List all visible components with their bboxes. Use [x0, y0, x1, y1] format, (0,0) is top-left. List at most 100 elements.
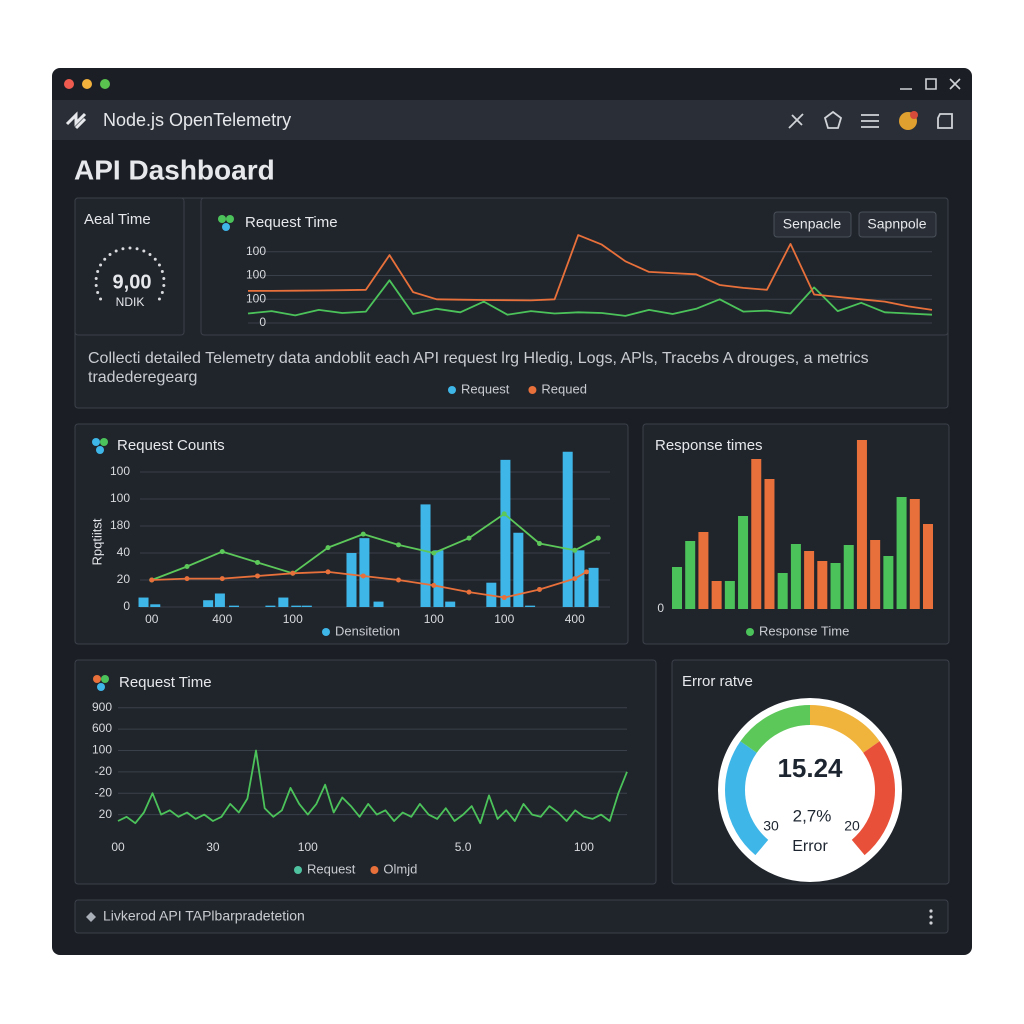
point [360, 573, 366, 579]
point [501, 511, 507, 517]
legend-dot [370, 866, 379, 874]
zoom-dot[interactable] [100, 79, 110, 89]
request-time-panel [200, 197, 949, 336]
x-tick-label: 100 [494, 612, 514, 626]
dial-dot [121, 247, 125, 251]
bar [359, 538, 370, 607]
bar [138, 597, 149, 607]
panel-title: Request Counts [117, 437, 225, 454]
bar [870, 540, 881, 609]
dial-dot [94, 284, 98, 288]
point [219, 576, 225, 582]
toolbar-icons[interactable] [788, 110, 953, 129]
dial-dot [135, 247, 139, 251]
bar [420, 504, 431, 607]
page-title: API Dashboard [74, 154, 275, 185]
point [184, 564, 190, 569]
point [572, 576, 578, 582]
bar [203, 600, 214, 607]
bar [562, 451, 573, 607]
point [396, 542, 401, 548]
dial-dot [108, 252, 112, 256]
bar [790, 544, 801, 609]
point [290, 570, 296, 576]
bar [574, 550, 585, 607]
bar [500, 459, 511, 607]
line [151, 513, 599, 581]
bar [883, 556, 894, 609]
bar [698, 532, 709, 609]
y-tick-label: -20 [95, 764, 113, 778]
y-tick-label: 0 [657, 601, 664, 615]
real-time-title: Aeal Time [84, 211, 151, 228]
dial-dot [157, 263, 161, 267]
dial-dot [128, 246, 132, 250]
panel-icon [93, 675, 109, 691]
line [248, 234, 933, 311]
line [247, 279, 933, 317]
minimize-dot[interactable] [82, 79, 92, 89]
bar [445, 601, 456, 607]
menu-button[interactable] [929, 909, 933, 925]
bar [843, 545, 854, 609]
close-dot[interactable] [64, 79, 74, 89]
x-tick-label: 400 [212, 612, 232, 626]
point [501, 595, 507, 601]
bar [777, 573, 788, 609]
logo [65, 111, 87, 130]
bar [588, 567, 599, 607]
button[interactable] [858, 211, 937, 238]
panel-title: Response times [655, 437, 763, 454]
bar [685, 541, 696, 609]
bar [804, 551, 815, 609]
point [255, 573, 260, 579]
bar [433, 550, 444, 607]
point [431, 550, 437, 556]
x-tick-label: 00 [111, 840, 125, 854]
point [360, 531, 366, 537]
point [595, 535, 601, 541]
point [325, 545, 331, 551]
legend-dot [294, 866, 302, 874]
dial-dot [160, 269, 164, 273]
window-controls[interactable] [900, 78, 961, 90]
bar [896, 497, 907, 609]
gauge-percent: 2,7% [793, 806, 832, 825]
legend-label: Requed [541, 381, 587, 396]
panel-title: Request Time [245, 214, 338, 231]
bar [291, 605, 302, 607]
legend-label: Request [461, 381, 510, 396]
x-tick-label: 100 [424, 612, 444, 626]
dial-dot [142, 249, 146, 253]
gauge-arcs [725, 705, 895, 856]
real-time-unit: NDIK [116, 295, 145, 309]
panel-title: Request Time [119, 674, 212, 691]
y-tick-label: 100 [246, 291, 266, 305]
dial-dot [96, 269, 100, 273]
gauge-label: Error [792, 838, 828, 855]
button-label[interactable]: Senpacle [783, 216, 842, 232]
bar [764, 479, 775, 609]
bar [525, 605, 536, 607]
legend-label: Request [307, 861, 356, 876]
bar [229, 605, 239, 607]
real-time-dial [94, 246, 166, 301]
y-tick-label: 100 [246, 244, 266, 258]
legend-label: Olmjd [383, 861, 417, 876]
x-tick-label: 100 [298, 840, 318, 854]
point [572, 547, 578, 553]
x-tick-label: 00 [145, 612, 159, 626]
legend-dot [746, 628, 754, 636]
button[interactable] [773, 211, 852, 238]
point [396, 577, 401, 583]
y-tick-label: -20 [95, 785, 113, 799]
y-tick-label: 100 [110, 491, 130, 505]
legend-dot [448, 386, 456, 394]
point [325, 569, 331, 575]
footer-bar [74, 899, 949, 934]
y-tick-label: 100 [246, 268, 266, 282]
bar [513, 532, 524, 607]
panel-title: Error ratve [682, 673, 753, 690]
button-label[interactable]: Sapnpole [867, 216, 926, 232]
panel-icon [92, 438, 108, 454]
